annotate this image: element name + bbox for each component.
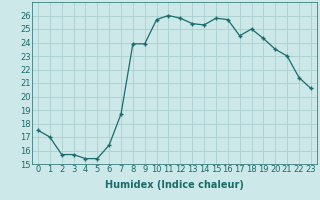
X-axis label: Humidex (Indice chaleur): Humidex (Indice chaleur) [105,180,244,190]
